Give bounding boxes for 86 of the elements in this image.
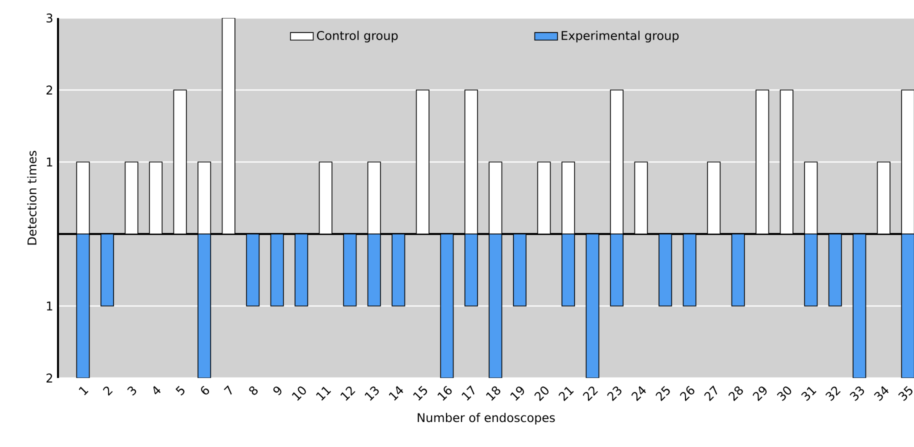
bar [804,234,818,306]
bar [100,234,114,306]
y-tick-label: 1 [46,158,52,166]
bar [876,162,890,234]
bar [440,234,454,378]
x-tick-label: 29 [752,386,767,402]
bar [610,90,624,234]
x-tick-label: 24 [631,386,646,402]
x-tick-label: 25 [656,386,670,402]
y-tick-label: 2 [46,374,52,382]
bar [682,234,696,306]
x-tick-label: 33 [850,386,864,401]
x-tick-label: 30 [776,386,792,401]
x-tick-label: 5 [176,386,184,396]
bar [416,90,430,234]
x-tick-label: 28 [728,386,743,402]
x-tick-label: 13 [364,386,379,401]
y-axis-title: Detection times [27,150,36,245]
x-tick-label: 4 [153,386,161,394]
bar [562,234,575,306]
bar [124,162,138,234]
y-tick-label: 1 [46,302,52,310]
bar [464,234,478,306]
bar [464,90,478,234]
bar [343,234,357,306]
x-tick-label: 9 [273,386,282,396]
bar [76,162,90,234]
bar [780,90,794,234]
x-tick-label: 14 [388,386,404,401]
legend-label: Control group [316,30,398,42]
x-tick-label: 35 [898,386,912,401]
bar [804,162,818,234]
x-axis-title: Number of endoscopes [418,412,555,424]
x-tick-label: 12 [340,386,356,401]
x-tick-label: 21 [558,386,574,402]
x-tick-label: 32 [825,386,841,401]
x-tick-label: 22 [582,386,598,402]
bar [173,90,187,234]
y-tick-label: 2 [46,86,52,94]
bar [246,234,260,306]
bar [198,162,212,234]
x-tick-label: 6 [201,386,210,395]
bar [488,234,502,378]
y-tick-label: 3 [46,13,52,23]
bar [198,234,212,378]
x-tick-label: 18 [486,386,500,401]
bar [294,234,308,306]
x-tick-label: 19 [510,386,524,401]
x-tick-label: 11 [316,386,332,401]
bar [731,234,745,306]
x-tick-label: 34 [874,386,889,401]
bar [828,234,842,306]
bar [586,234,600,378]
x-tick-label: 1 [78,386,88,396]
x-tick-label: 26 [680,386,694,402]
x-tick-label: 16 [438,386,452,401]
bar [76,234,90,378]
bar [756,90,770,234]
bar [513,234,526,306]
x-tick-label: 20 [534,386,549,402]
x-tick-label: 7 [224,385,232,395]
bar [537,162,551,234]
x-tick-label: 31 [801,386,816,401]
bar [610,234,624,306]
bar [634,162,648,234]
bar [270,234,284,306]
bar [562,162,575,234]
bar [488,162,502,234]
bar [149,162,163,234]
bar [392,234,406,306]
x-tick-label: 27 [704,386,718,402]
x-tick-label: 17 [462,385,474,401]
x-tick-label: 8 [249,386,258,395]
x-tick-label: 3 [127,386,136,396]
x-tick-label: 2 [102,386,113,396]
x-tick-label: 23 [607,386,622,402]
legend-label: Experimental group [562,30,679,42]
bar [658,234,672,306]
bar [901,234,914,378]
bar [367,162,381,234]
bar [707,162,721,234]
x-tick-label: 10 [292,386,306,401]
x-tick-label: 15 [413,386,428,401]
bar [367,234,381,306]
bar [318,162,332,234]
bar [852,234,866,378]
